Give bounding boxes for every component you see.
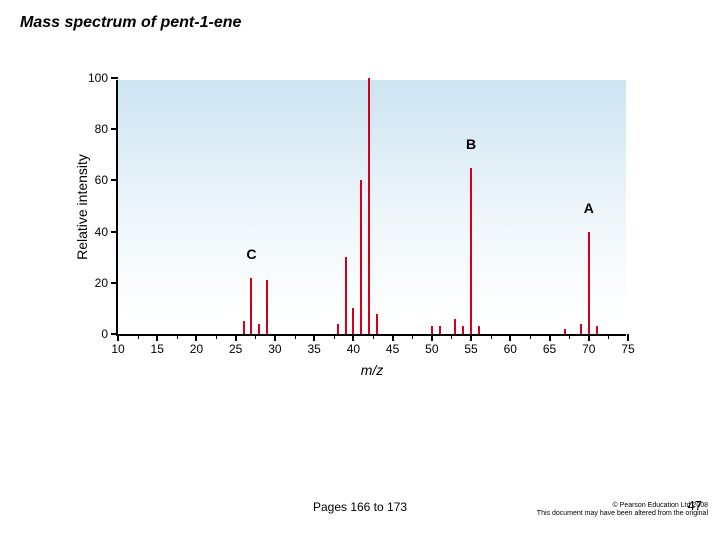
spectrum-peak	[470, 168, 472, 334]
x-tick-label: 20	[190, 342, 203, 356]
spectrum-peak	[564, 329, 566, 334]
x-tick-label: 35	[307, 342, 320, 356]
spectrum-peak	[580, 324, 582, 334]
x-tick-label: 30	[268, 342, 281, 356]
x-minor-tick	[451, 334, 452, 339]
x-tick-label: 25	[229, 342, 242, 356]
x-tick-label: 70	[582, 342, 595, 356]
x-tick-label: 40	[347, 342, 360, 356]
spectrum-peak	[250, 278, 252, 334]
x-tick	[627, 334, 629, 341]
x-minor-tick	[373, 334, 374, 339]
spectrum-peak	[439, 326, 441, 334]
page-title: Mass spectrum of pent-1-ene	[20, 14, 241, 32]
x-tick	[313, 334, 315, 341]
spectrum-peak	[352, 308, 354, 334]
x-tick-label: 15	[151, 342, 164, 356]
x-tick	[549, 334, 551, 341]
x-tick	[431, 334, 433, 341]
footer-copyright: © Pearson Education Ltd 2008 This docume…	[537, 502, 708, 519]
y-tick-label: 40	[95, 225, 118, 239]
x-tick	[588, 334, 590, 341]
x-tick	[156, 334, 158, 341]
y-tick-label: 20	[95, 276, 118, 290]
spectrum-peak	[478, 326, 480, 334]
x-tick-label: 60	[504, 342, 517, 356]
x-minor-tick	[295, 334, 296, 339]
footer-pages: Pages 166 to 173	[313, 500, 407, 514]
spectrum-peak	[596, 326, 598, 334]
x-tick-label: 65	[543, 342, 556, 356]
y-tick-label: 0	[101, 327, 118, 341]
x-tick-label: 75	[621, 342, 634, 356]
x-tick	[392, 334, 394, 341]
x-minor-tick	[216, 334, 217, 339]
spectrum-peak	[337, 324, 339, 334]
x-minor-tick	[491, 334, 492, 339]
y-tick-label: 100	[88, 71, 118, 85]
x-minor-tick	[608, 334, 609, 339]
peak-label-a: A	[584, 200, 594, 216]
spectrum-peak	[368, 78, 370, 334]
x-tick-label: 10	[111, 342, 124, 356]
x-tick	[352, 334, 354, 341]
plot-area: Relative intensity m/z 02040608010010152…	[116, 80, 626, 336]
x-axis-label: m/z	[361, 362, 384, 378]
peak-label-b: B	[466, 136, 476, 152]
spectrum-peak	[258, 324, 260, 334]
x-minor-tick	[255, 334, 256, 339]
x-tick	[235, 334, 237, 341]
x-minor-tick	[569, 334, 570, 339]
x-minor-tick	[530, 334, 531, 339]
copyright-line-1: © Pearson Education Ltd 2008	[537, 502, 708, 510]
spectrum-peak	[376, 314, 378, 334]
spectrum-peak	[360, 180, 362, 334]
x-tick-label: 50	[425, 342, 438, 356]
x-tick	[195, 334, 197, 341]
y-axis-label: Relative intensity	[74, 154, 90, 260]
x-tick-label: 55	[464, 342, 477, 356]
peak-label-c: C	[246, 246, 256, 262]
x-minor-tick	[334, 334, 335, 339]
spectrum-peak	[431, 326, 433, 334]
y-tick-label: 80	[95, 122, 118, 136]
x-minor-tick	[412, 334, 413, 339]
spectrum-peak	[266, 280, 268, 334]
mass-spectrum-chart: Relative intensity m/z 0 20 40 60 80 100 10 15 2…	[60, 70, 640, 380]
x-tick	[509, 334, 511, 341]
y-tick-label: 60	[95, 173, 118, 187]
spectrum-peak	[462, 326, 464, 334]
spectrum-peak	[454, 319, 456, 334]
spectrum-peak	[345, 257, 347, 334]
x-minor-tick	[138, 334, 139, 339]
x-minor-tick	[177, 334, 178, 339]
spectrum-peak	[588, 232, 590, 334]
x-tick	[274, 334, 276, 341]
x-tick	[117, 334, 119, 341]
spectrum-peak	[243, 321, 245, 334]
copyright-line-2: This document may have been altered from…	[537, 510, 708, 518]
x-tick	[470, 334, 472, 341]
x-tick-label: 45	[386, 342, 399, 356]
